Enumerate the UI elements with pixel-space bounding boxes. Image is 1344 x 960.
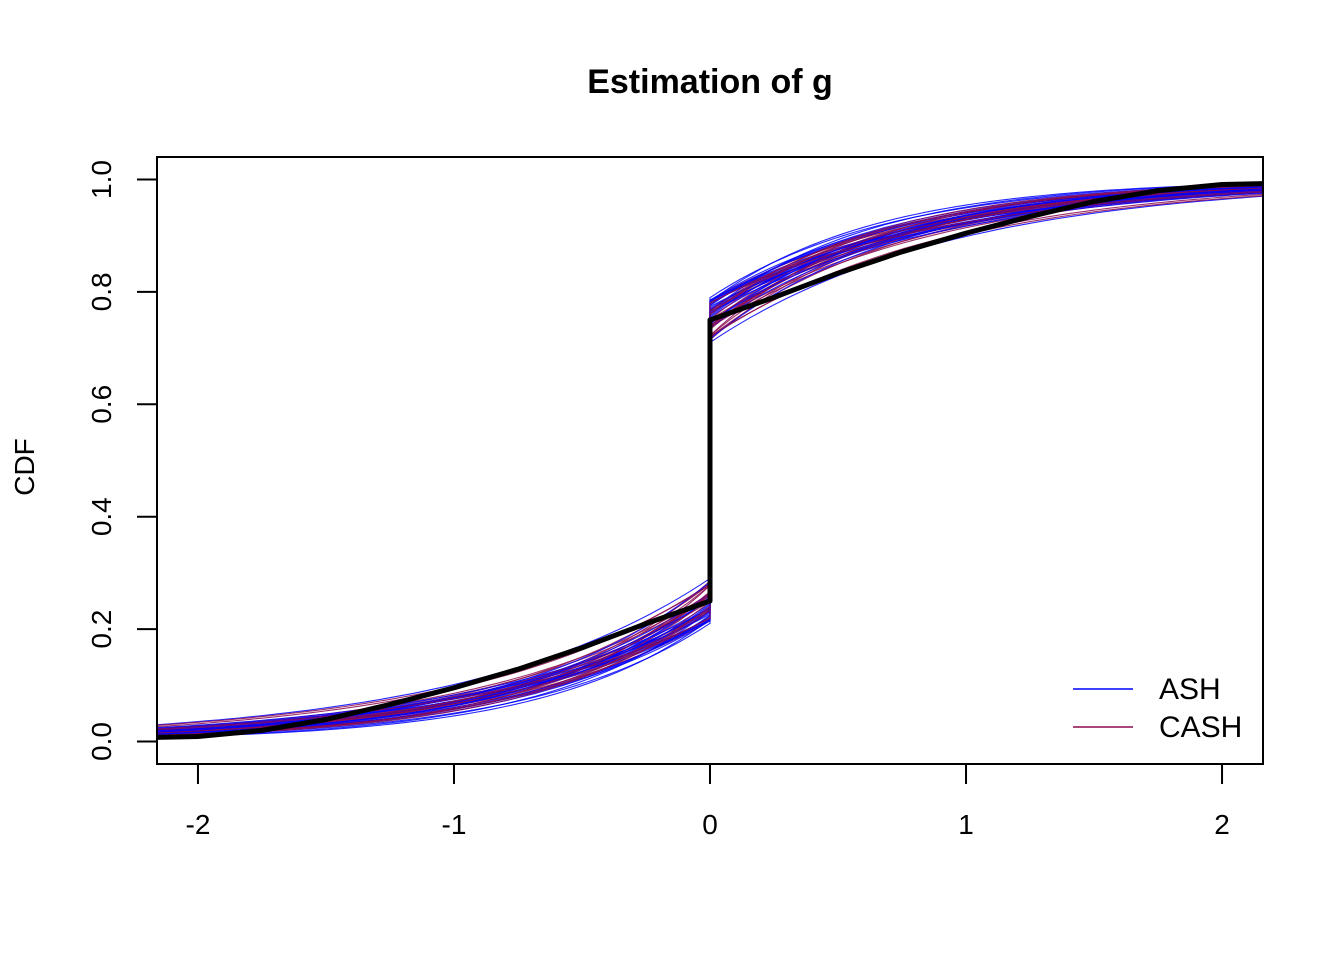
true-cdf-line	[157, 181, 1263, 740]
y-tick-label: 0.6	[86, 385, 117, 424]
y-tick-label: 0.4	[86, 497, 117, 536]
x-tick-label: 1	[958, 809, 974, 840]
legend-label-ash: ASH	[1159, 673, 1221, 706]
y-axis-label: CDF	[9, 438, 40, 496]
chart-title: Estimation of g	[587, 63, 833, 101]
x-tick-label: 0	[702, 809, 718, 840]
legend: ASH CASH	[1073, 673, 1242, 744]
y-tick-label: 0.2	[86, 610, 117, 649]
y-tick-label: 1.0	[86, 160, 117, 199]
y-tick-label: 0.0	[86, 722, 117, 761]
x-axis: -2 -1 0 1 2	[186, 763, 1230, 840]
x-tick-label: -2	[186, 809, 211, 840]
x-tick-label: 2	[1214, 809, 1230, 840]
y-axis: 0.0 0.2 0.4 0.6 0.8 1.0	[86, 160, 158, 761]
x-tick-label: -1	[442, 809, 467, 840]
y-tick-label: 0.8	[86, 272, 117, 311]
legend-label-cash: CASH	[1159, 711, 1242, 744]
truth-line-group	[157, 181, 1263, 740]
